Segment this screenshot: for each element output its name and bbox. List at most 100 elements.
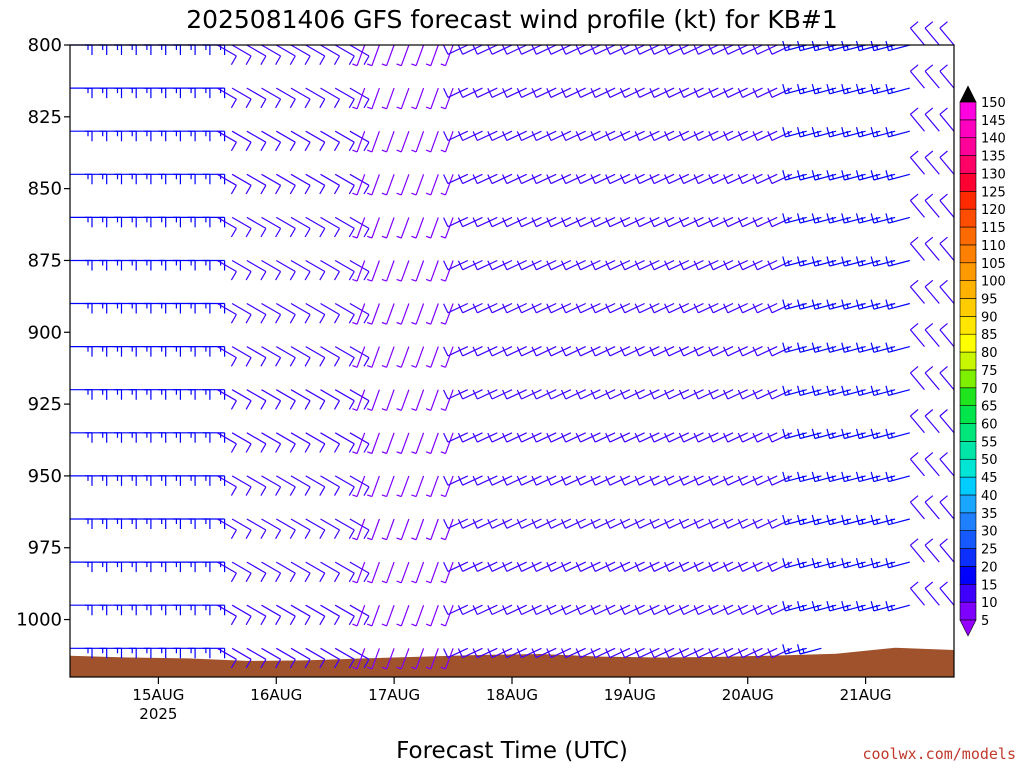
wind-barb [320, 518, 341, 539]
wind-barb [411, 389, 425, 411]
wind-barb [275, 216, 296, 238]
wind-barb [939, 107, 955, 132]
wind-barb [334, 130, 355, 152]
wind-barb [924, 322, 940, 347]
colorbar-swatch [959, 191, 977, 210]
wind-barb [502, 302, 527, 314]
colorbar-swatch [959, 155, 977, 174]
wind-barb [457, 130, 483, 142]
wind-barb [443, 130, 469, 142]
wind-barb [575, 259, 601, 271]
wind-barb [885, 342, 910, 353]
wind-barb [275, 432, 296, 453]
wind-barb [546, 432, 572, 443]
wind-barb [246, 44, 267, 65]
wind-barb [531, 87, 557, 98]
colorbar-swatch [959, 512, 977, 531]
wind-barb [290, 475, 311, 496]
wind-barb [231, 647, 252, 669]
wind-barb [560, 475, 586, 486]
wind-barb [590, 389, 616, 400]
wind-barb [560, 432, 586, 443]
wind-barb [708, 44, 734, 55]
wind-barb [924, 538, 940, 563]
wind-barb [411, 44, 425, 67]
wind-barb [939, 322, 955, 347]
wind-barb [516, 173, 542, 185]
wind-barb [678, 173, 704, 185]
wind-barb [737, 130, 763, 142]
wind-barb [752, 346, 778, 357]
wind-barb [619, 216, 645, 228]
wind-barb [261, 647, 282, 669]
wind-barb [349, 475, 370, 496]
wind-barb [275, 647, 296, 669]
wind-barb [425, 130, 439, 153]
wind-barb [440, 130, 454, 153]
wind-barb [334, 44, 355, 65]
wind-barb [349, 346, 370, 367]
wind-barb [575, 346, 601, 357]
wind-barb [885, 170, 910, 181]
wind-barb [693, 87, 719, 98]
wind-barb [305, 432, 326, 453]
wind-barb [440, 518, 454, 541]
wind-barb [605, 561, 631, 572]
wind-barb [425, 389, 439, 411]
wind-barb [590, 216, 616, 228]
wind-barb [708, 561, 734, 572]
wind-barb [678, 44, 704, 55]
wind-barb [546, 173, 572, 185]
wind-barb [349, 432, 370, 453]
wind-barb [619, 130, 645, 142]
wind-barb [649, 302, 675, 314]
wind-barb [546, 302, 572, 314]
wind-barb [723, 87, 748, 98]
wind-barb [737, 561, 763, 572]
wind-barb [246, 561, 267, 583]
colorbar-swatch [959, 244, 977, 264]
wind-barb [246, 604, 267, 626]
wind-barb [457, 173, 483, 185]
wind-barb [649, 173, 675, 185]
wind-barb [693, 302, 719, 314]
wind-barb [723, 604, 748, 616]
wind-barb [246, 302, 267, 324]
colorbar-label: 135 [981, 150, 1006, 165]
wind-barb [737, 44, 763, 55]
wind-barb [560, 302, 586, 314]
wind-barb [457, 259, 483, 271]
wind-barb [516, 518, 542, 529]
wind-barb [290, 173, 311, 195]
wind-barb [246, 216, 267, 238]
wind-barb [502, 216, 527, 228]
wind-barb [349, 130, 370, 152]
wind-barb [472, 259, 498, 271]
wind-barb [305, 561, 326, 583]
y-tick-label: 875 [28, 250, 62, 271]
colorbar-label: 80 [981, 346, 998, 361]
wind-barb [70, 389, 93, 400]
wind-barb [261, 216, 282, 238]
colorbar-label: 20 [981, 560, 998, 575]
wind-barb [516, 259, 542, 271]
wind-barb [381, 389, 395, 411]
wind-barb [546, 216, 572, 228]
wind-barb [246, 518, 267, 539]
wind-barb [487, 302, 513, 314]
y-tick-label: 825 [28, 107, 62, 128]
wind-barb [708, 389, 734, 400]
wind-barb [457, 346, 483, 357]
wind-barb [487, 173, 513, 185]
wind-barb [217, 518, 237, 539]
colorbar-label: 140 [981, 132, 1006, 147]
wind-barb [693, 647, 719, 659]
wind-barb [290, 130, 311, 152]
wind-barb [693, 130, 719, 142]
wind-barb [924, 236, 940, 261]
wind-barb [425, 174, 439, 196]
wind-barb [619, 173, 645, 185]
wind-barb [396, 346, 410, 368]
wind-barb [531, 259, 557, 271]
wind-barb [546, 475, 572, 486]
